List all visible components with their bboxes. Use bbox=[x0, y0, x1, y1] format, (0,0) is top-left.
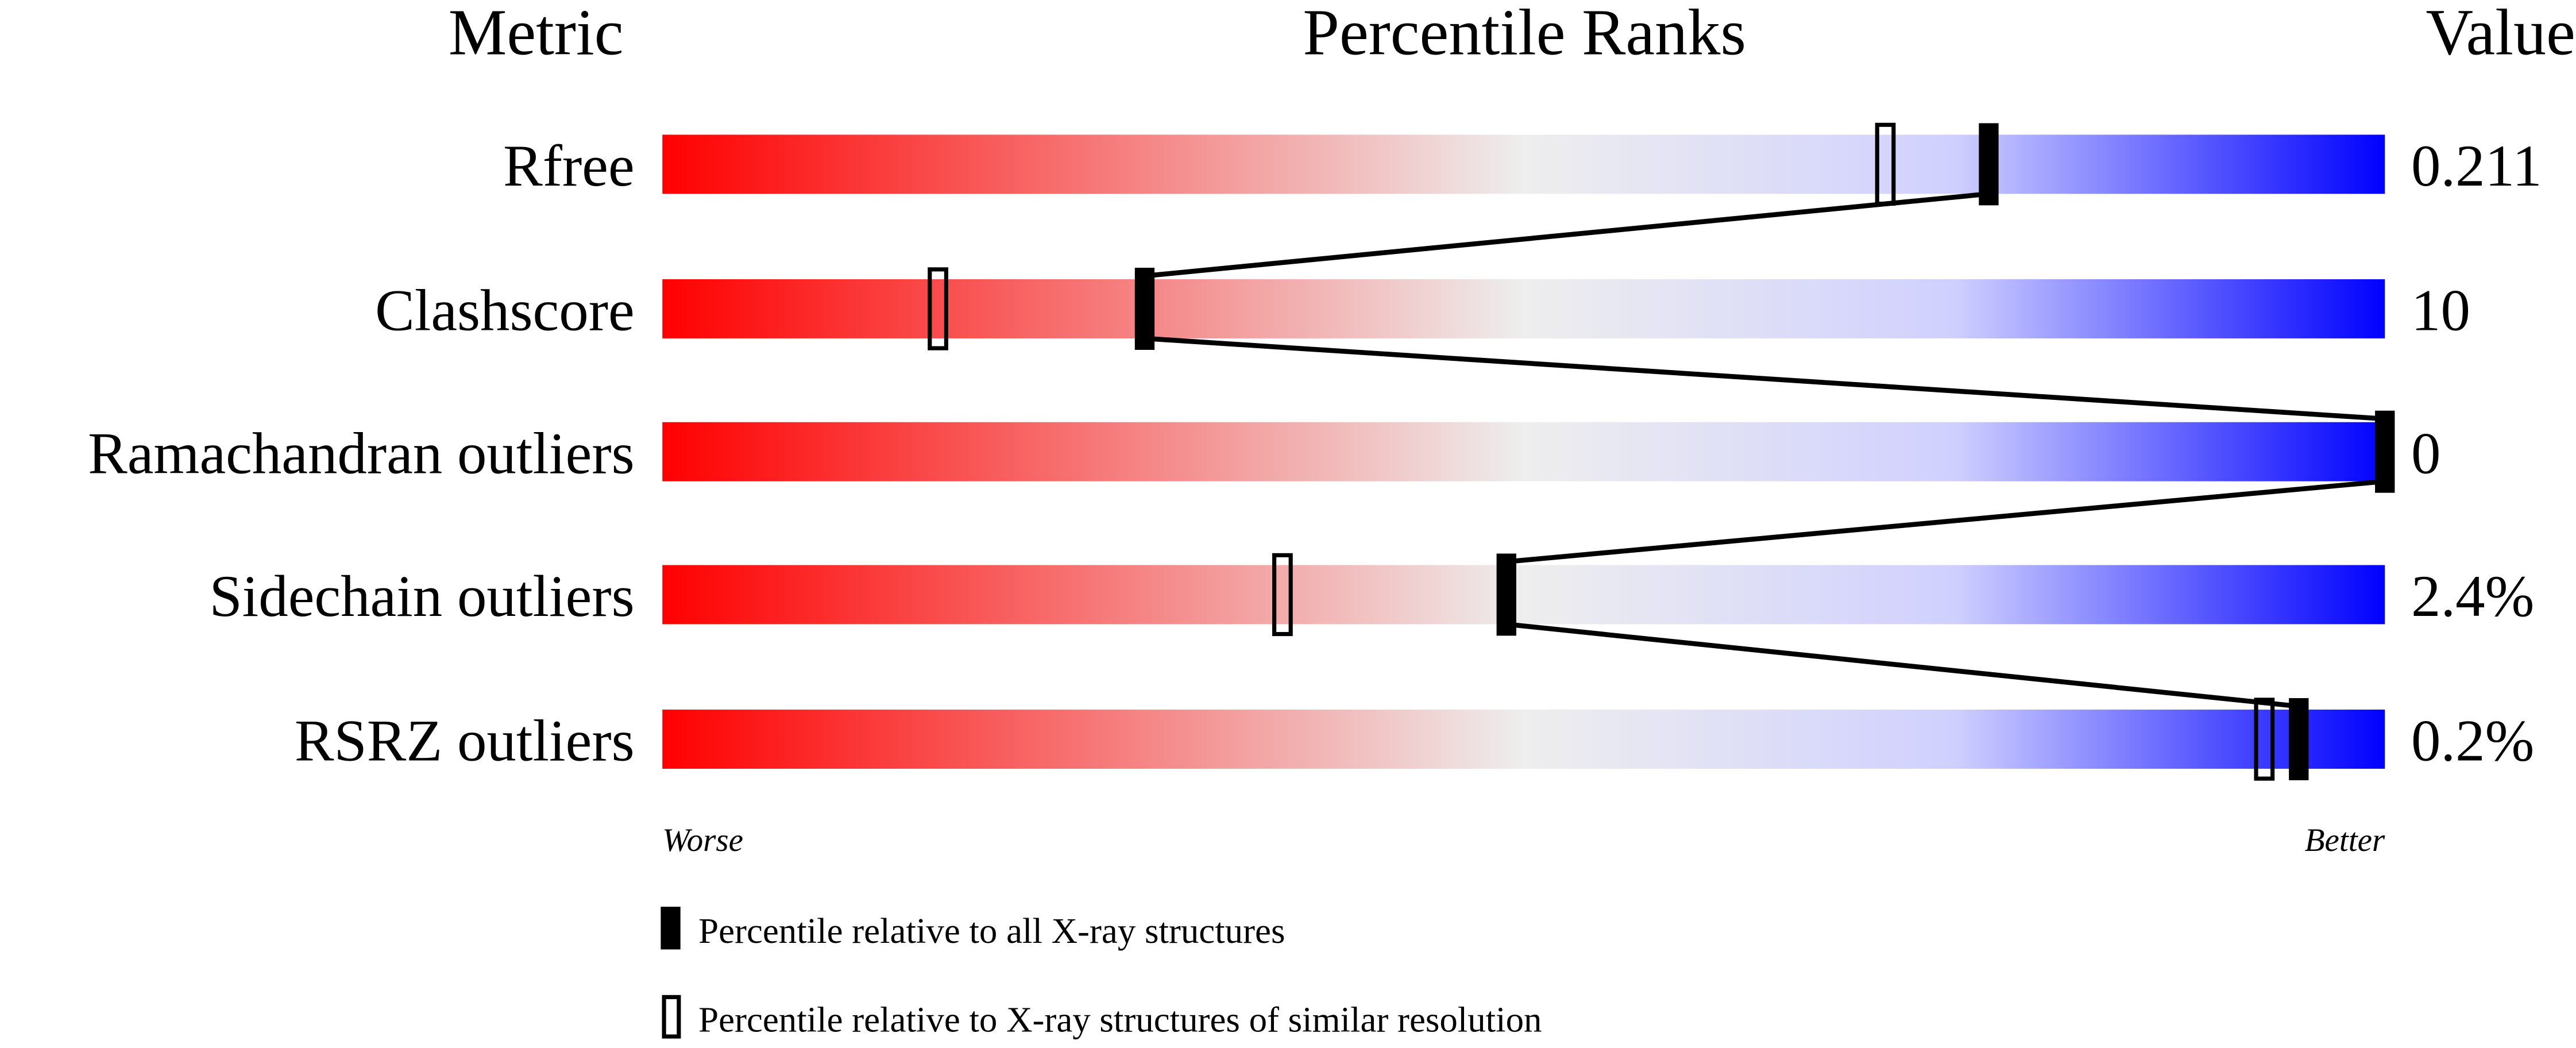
metric-value: 0.211 bbox=[2411, 133, 2542, 199]
marker-all-structures bbox=[2289, 698, 2309, 780]
marker-similar-resolution bbox=[1875, 122, 1896, 206]
percentile-bar bbox=[662, 279, 2385, 338]
metric-value: 0 bbox=[2411, 421, 2440, 486]
metric-label: Ramachandran outliers bbox=[88, 421, 635, 486]
marker-similar-resolution bbox=[1272, 553, 1293, 637]
legend-label-similar: Percentile relative to X-ray structures … bbox=[698, 999, 1542, 1039]
marker-similar-resolution bbox=[2254, 698, 2275, 781]
connector-line bbox=[1506, 479, 2385, 565]
metric-value: 2.4% bbox=[2411, 564, 2534, 629]
metric-label: Rfree bbox=[503, 133, 635, 199]
percentile-bar bbox=[662, 565, 2385, 625]
marker-all-structures bbox=[1134, 268, 1155, 350]
percentile-bar bbox=[662, 134, 2385, 194]
axis-label-worse: Worse bbox=[662, 822, 743, 858]
percentile-bar bbox=[662, 710, 2385, 769]
header-metric: Metric bbox=[449, 0, 624, 68]
legend-filled-marker bbox=[661, 907, 681, 950]
metric-label: RSRZ outliers bbox=[295, 708, 635, 774]
connector-line bbox=[1144, 191, 1989, 279]
metric-value: 10 bbox=[2411, 278, 2470, 344]
metric-label: Clashscore bbox=[375, 278, 635, 344]
header-percentile-ranks: Percentile Ranks bbox=[1303, 0, 1746, 68]
connector-lines bbox=[1144, 191, 2385, 709]
marker-similar-resolution bbox=[928, 267, 948, 350]
markers bbox=[928, 122, 2395, 781]
connector-line bbox=[1506, 622, 2299, 709]
axis-label-better: Better bbox=[2305, 822, 2385, 858]
percentile-bar bbox=[662, 422, 2385, 481]
legend-open-marker bbox=[662, 995, 681, 1039]
metric-value: 0.2% bbox=[2411, 708, 2534, 774]
legend-label-all: Percentile relative to all X-ray structu… bbox=[698, 911, 1285, 951]
marker-all-structures bbox=[1496, 553, 1516, 636]
rows: Rfree 0.211 Clashscore 10 Ramachandran outli… bbox=[88, 133, 2542, 774]
connector-line bbox=[1144, 336, 2385, 422]
marker-all-structures bbox=[2375, 410, 2395, 493]
marker-all-structures bbox=[1979, 123, 1999, 206]
metric-label: Sidechain outliers bbox=[209, 564, 634, 629]
header-value: Value bbox=[2426, 0, 2575, 68]
